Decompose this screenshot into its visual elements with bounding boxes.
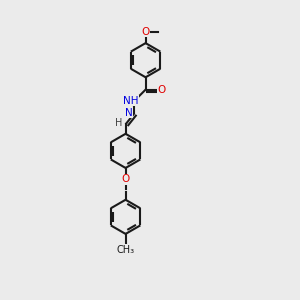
Text: O: O <box>158 85 166 94</box>
Text: O: O <box>142 27 150 37</box>
Text: NH: NH <box>122 96 138 106</box>
Text: H: H <box>116 118 123 128</box>
Text: N: N <box>125 108 133 118</box>
Text: O: O <box>122 174 130 184</box>
Text: CH₃: CH₃ <box>116 245 135 255</box>
